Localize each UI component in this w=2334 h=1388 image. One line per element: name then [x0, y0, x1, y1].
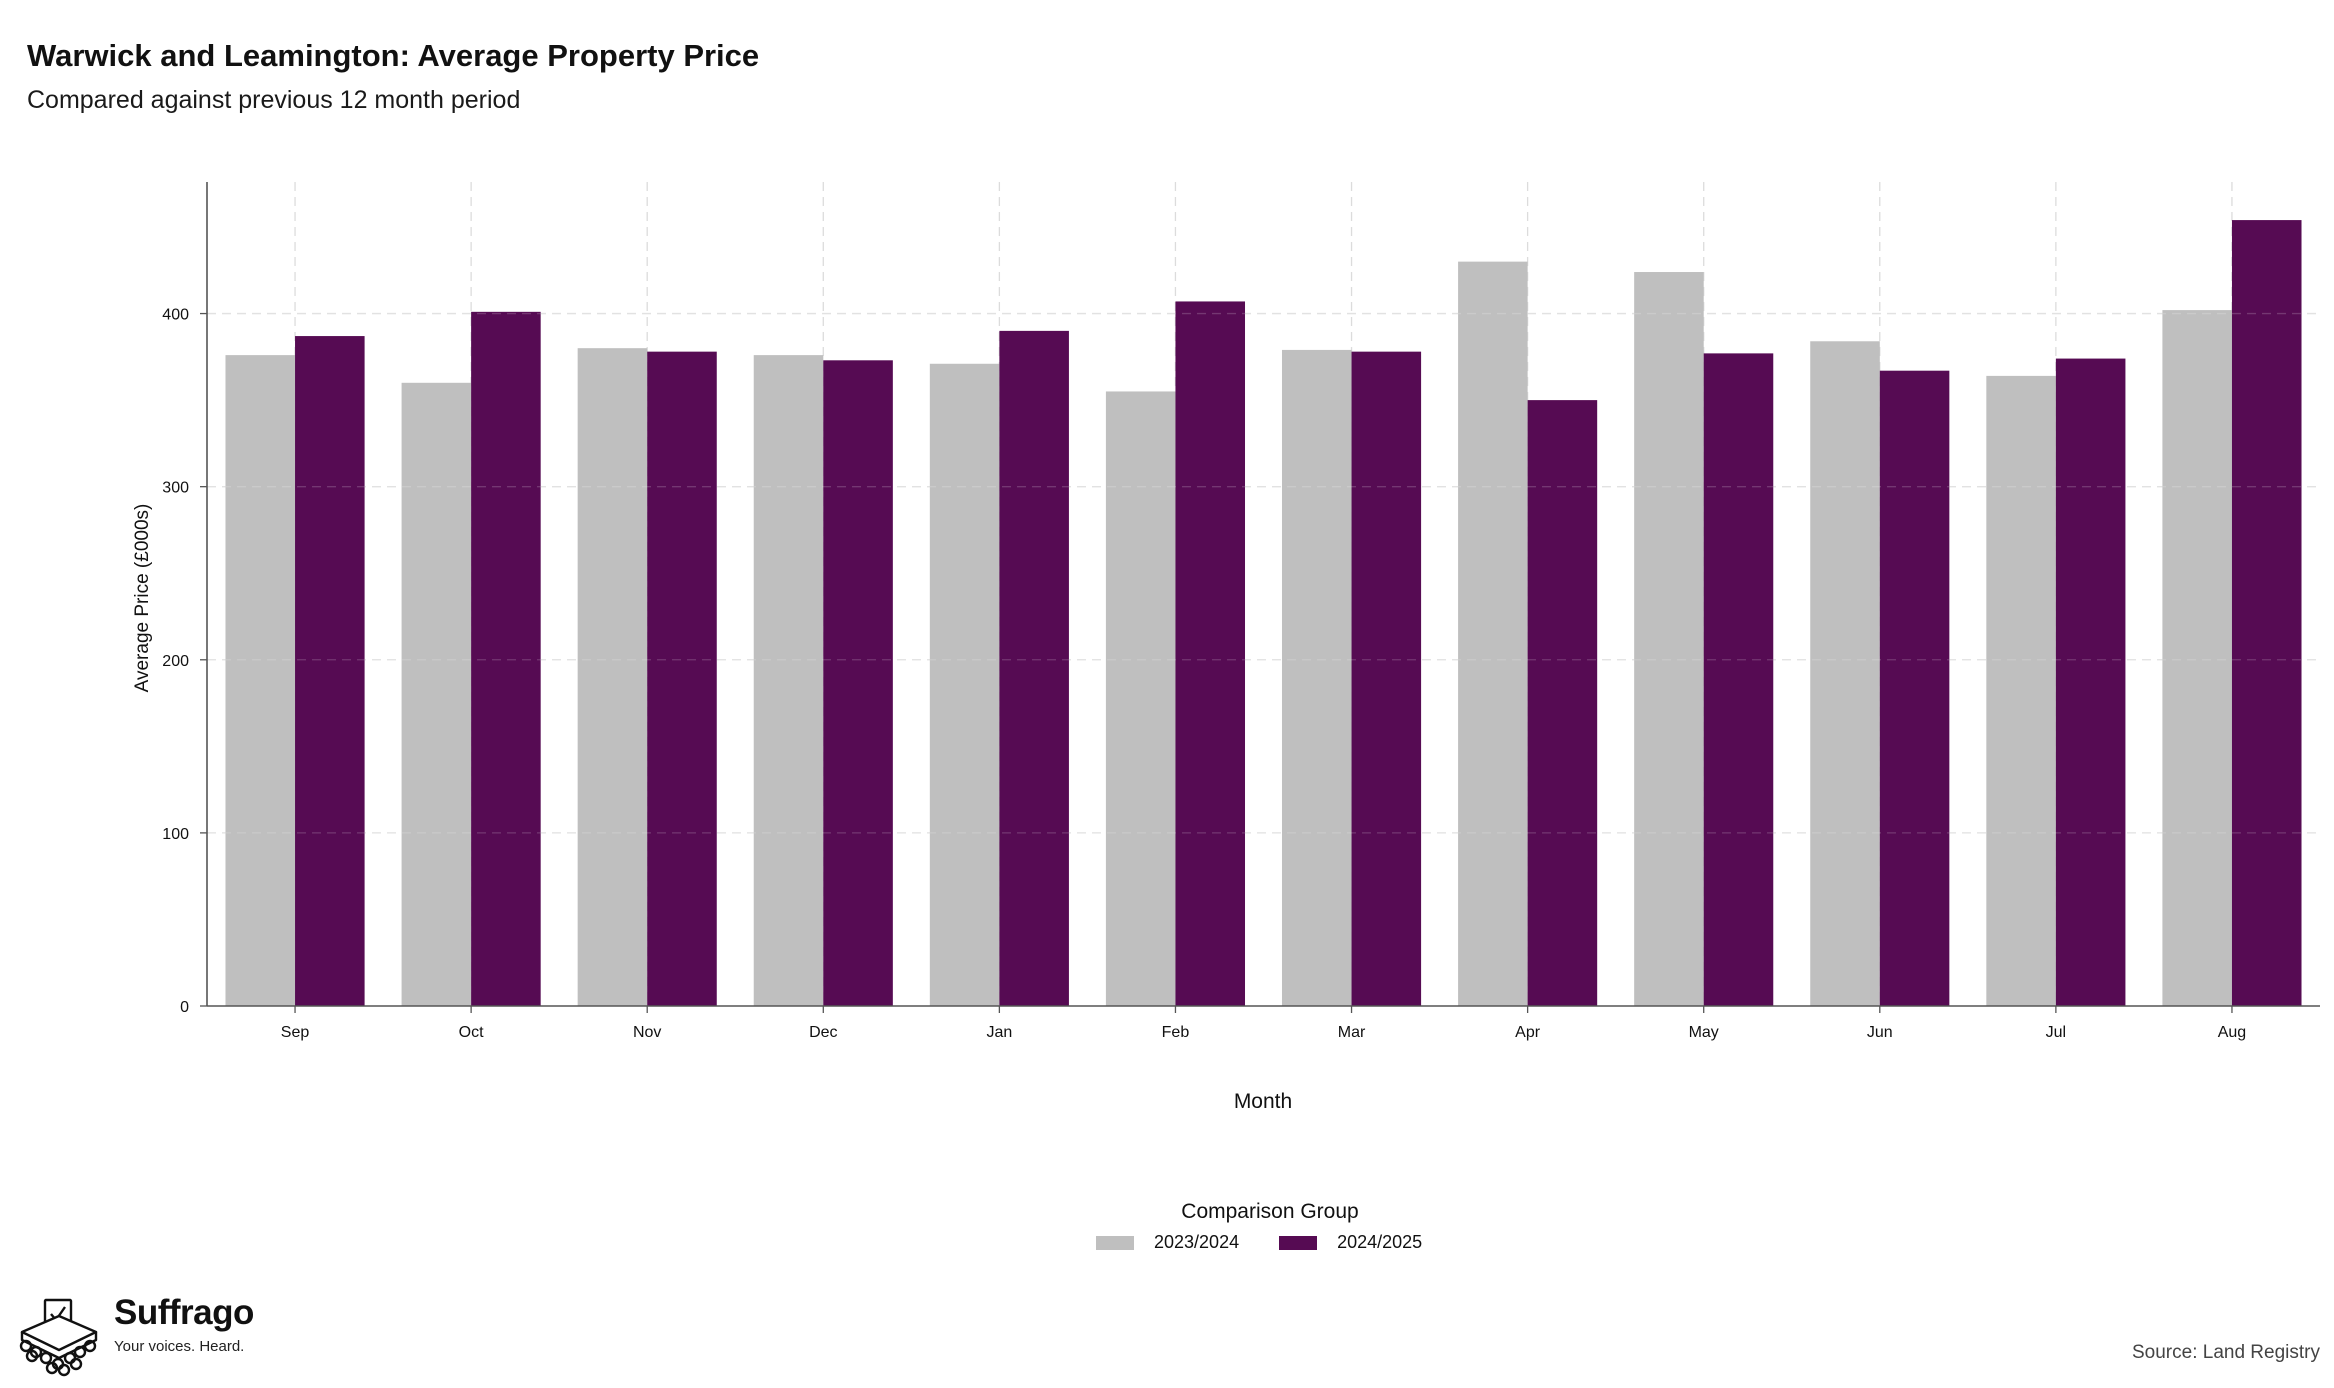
- bar-mar-2023-2024: [1281, 349, 1352, 1006]
- legend-label-2024-2025: 2024/2025: [1337, 1232, 1423, 1252]
- y-tick-label: 200: [162, 653, 189, 670]
- bar-jul-2024-2025: [2055, 358, 2126, 1007]
- bars: [207, 220, 2320, 1007]
- bar-mar-2024-2025: [1351, 351, 1422, 1006]
- x-tick-label: Aug: [2218, 1024, 2246, 1041]
- chart-subtitle: Compared against previous 12 month perio…: [27, 86, 521, 114]
- legend-item-2023-2024: 2023/2024: [1096, 1232, 1239, 1253]
- bar-feb-2023-2024: [1105, 391, 1176, 1007]
- x-tick-label: Nov: [633, 1024, 661, 1041]
- bar-jun-2024-2025: [1879, 370, 1950, 1006]
- bar-may-2024-2025: [1703, 353, 1774, 1006]
- x-tick-label: Jun: [1867, 1024, 1893, 1041]
- ballot-box-icon: [19, 1298, 98, 1377]
- bar-nov-2024-2025: [647, 351, 717, 1006]
- tick-labels: 0 100 200 300 400 Sep Oct Nov Dec Jan Feb Mar Apr May…: [162, 307, 2246, 1041]
- bar-aug-2024-2025: [2231, 220, 2302, 1006]
- bar-dec-2024-2025: [823, 360, 893, 1007]
- x-tick-label: Dec: [809, 1024, 837, 1041]
- x-tick-label: Feb: [1162, 1024, 1190, 1041]
- x-tick-label: Oct: [459, 1024, 484, 1041]
- x-tick-label: Sep: [281, 1024, 310, 1041]
- bar-jun-2023-2024: [1810, 341, 1880, 1006]
- y-tick-label: 0: [180, 999, 189, 1016]
- legend-swatch-2023-2024: [1096, 1235, 1134, 1250]
- bar-jan-2023-2024: [929, 363, 1000, 1006]
- y-tick-label: 100: [162, 826, 189, 843]
- bar-sep-2023-2024: [225, 355, 296, 1006]
- brand-tagline: Your voices. Heard.: [114, 1338, 245, 1355]
- legend-title: Comparison Group: [1181, 1200, 1359, 1223]
- y-tick-label: 300: [162, 480, 189, 497]
- bar-sep-2024-2025: [295, 336, 365, 1006]
- axes: [200, 182, 2320, 1013]
- bar-oct-2023-2024: [401, 382, 472, 1006]
- x-axis-label: Month: [1234, 1090, 1292, 1113]
- x-tick-label: Jul: [2046, 1024, 2066, 1041]
- legend-label-2023-2024: 2023/2024: [1154, 1232, 1240, 1252]
- x-tick-label: Mar: [1338, 1024, 1366, 1041]
- brand-name: Suffrago: [114, 1293, 254, 1332]
- x-tick-label: Apr: [1515, 1024, 1541, 1041]
- legend-item-2024-2025: 2024/2025: [1279, 1232, 1422, 1253]
- bar-aug-2023-2024: [2162, 310, 2232, 1006]
- y-axis-label: Average Price (£000s): [132, 504, 153, 693]
- y-tick-label: 400: [162, 307, 189, 324]
- bar-dec-2023-2024: [753, 355, 824, 1006]
- brand-logo: Suffrago Your voices. Heard.: [14, 1294, 254, 1378]
- bar-feb-2024-2025: [1175, 301, 1246, 1006]
- bar-apr-2023-2024: [1458, 261, 1528, 1006]
- bar-apr-2024-2025: [1527, 400, 1598, 1006]
- bar-jul-2023-2024: [1986, 375, 2056, 1007]
- bar-oct-2024-2025: [471, 311, 541, 1007]
- legend: 2023/2024 2024/2025: [1096, 1232, 1422, 1253]
- bar-nov-2023-2024: [577, 348, 648, 1006]
- chart-title: Warwick and Leamington: Average Property…: [27, 38, 760, 73]
- legend-swatch-2024-2025: [1279, 1235, 1318, 1250]
- bar-jan-2024-2025: [999, 330, 1069, 1006]
- bar-may-2023-2024: [1634, 272, 1704, 1006]
- x-tick-label: May: [1689, 1024, 1719, 1041]
- x-tick-label: Jan: [986, 1024, 1012, 1041]
- source-note: Source: Land Registry: [2132, 1342, 2320, 1363]
